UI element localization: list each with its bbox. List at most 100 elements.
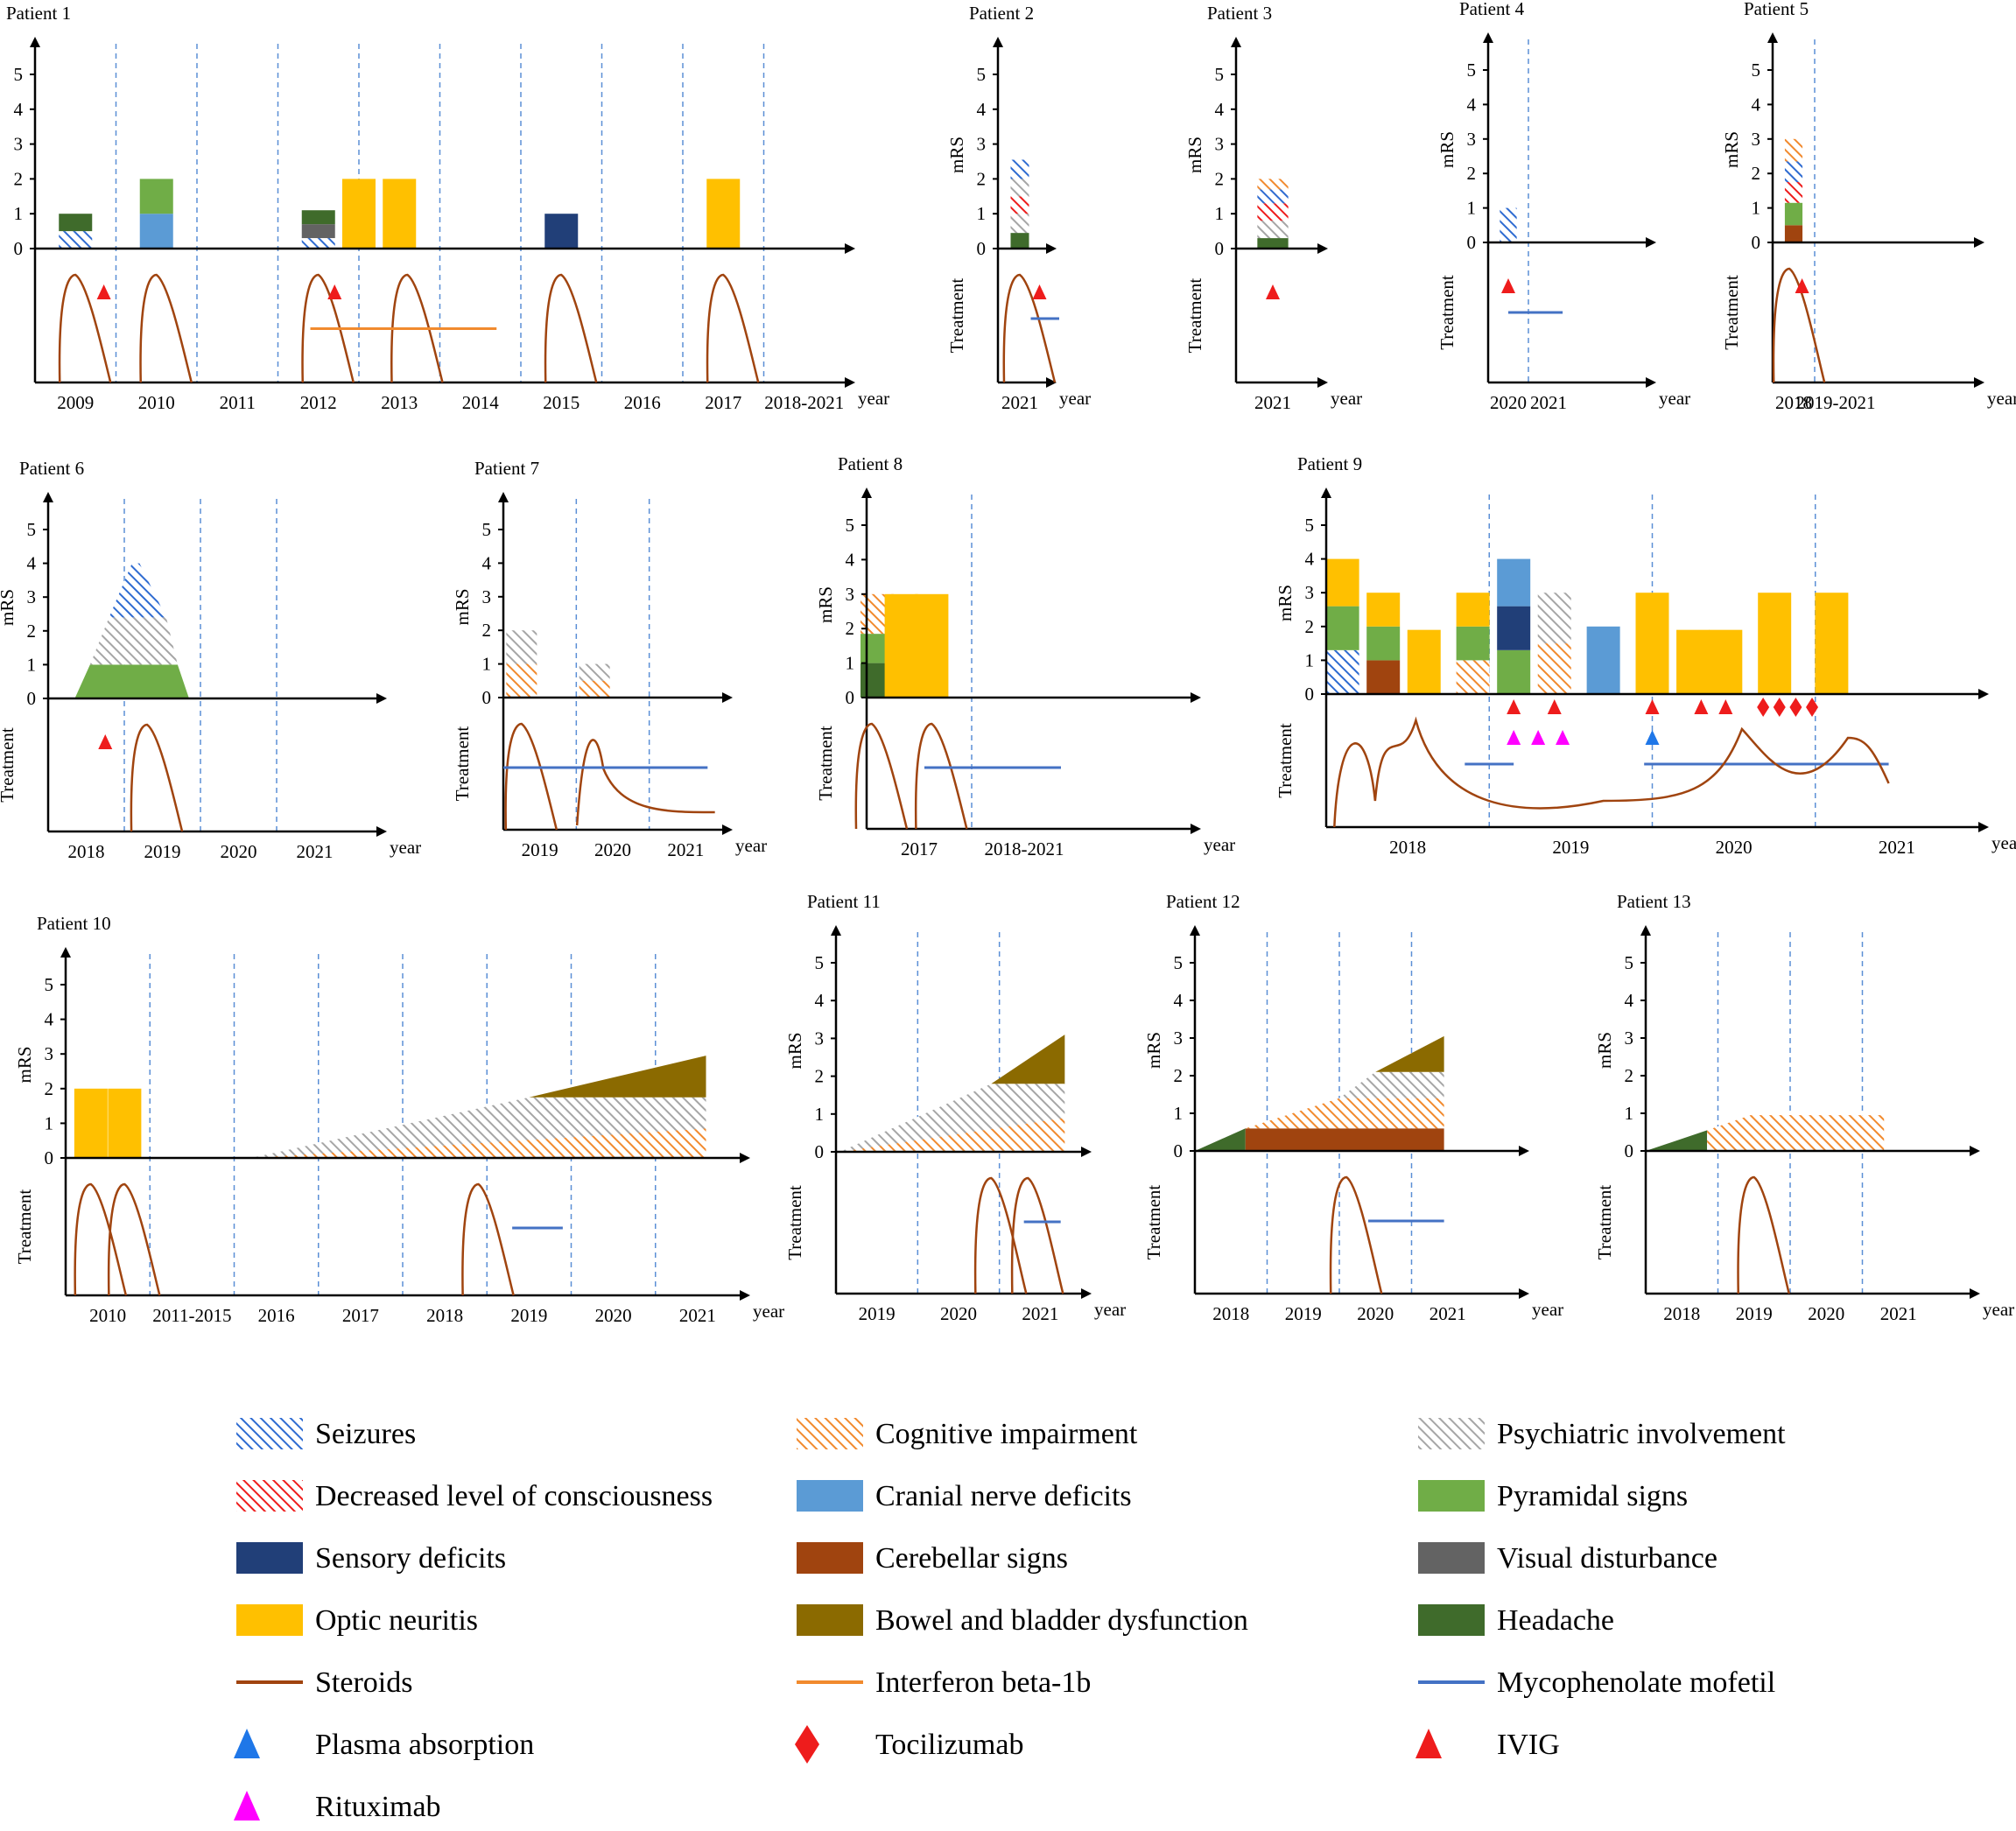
area-psychiatric bbox=[1339, 1071, 1444, 1098]
y-tick-label: 1 bbox=[846, 653, 855, 674]
legend-label: Rituximab bbox=[315, 1791, 441, 1823]
area-headache bbox=[1195, 1128, 1246, 1151]
legend-swatch bbox=[1418, 1604, 1485, 1636]
bar-segment-optic bbox=[1676, 629, 1710, 694]
y-tick-label: 5 bbox=[45, 974, 54, 995]
y-tick-label: 3 bbox=[27, 586, 37, 607]
period-label: 2019 bbox=[1552, 837, 1589, 858]
mrs-axis-label: mRS bbox=[1721, 131, 1742, 168]
steroid-taper bbox=[575, 739, 715, 826]
bar-segment-cognitive bbox=[1257, 179, 1289, 190]
patient-7-panel: Patient 7 0 1 2 3 4 5 mRS Treatment 2019 2020 2021 y… bbox=[452, 458, 767, 860]
y-tick-label: 2 bbox=[14, 168, 24, 189]
y-tick-label: 0 bbox=[1752, 232, 1761, 253]
year-label: year bbox=[1659, 388, 1690, 409]
treatment-axis-label: Treatment bbox=[14, 1189, 35, 1265]
legend-label: Interferon beta-1b bbox=[875, 1666, 1091, 1699]
y-tick-label: 5 bbox=[482, 519, 492, 540]
y-tick-label: 0 bbox=[1215, 238, 1225, 259]
legend-label: Tocilizumab bbox=[875, 1729, 1023, 1761]
y-tick-label: 2 bbox=[1305, 616, 1315, 637]
period-label: 2021 bbox=[1429, 1303, 1466, 1324]
legend-label: Headache bbox=[1497, 1604, 1614, 1637]
ivig-marker bbox=[1795, 278, 1809, 293]
patient-6-title: Patient 6 bbox=[19, 458, 84, 479]
bar-segment-pyramidal bbox=[1325, 606, 1359, 650]
mrs-axis-label: mRS bbox=[0, 137, 4, 173]
axis-arrow bbox=[1767, 32, 1778, 43]
ivig-marker bbox=[327, 284, 342, 299]
steroid-pulse bbox=[1772, 267, 1826, 383]
legend-swatch bbox=[795, 1725, 819, 1764]
bar-segment-optic bbox=[342, 179, 376, 249]
legend-swatch bbox=[1418, 1542, 1485, 1574]
ivig-marker bbox=[1032, 284, 1047, 299]
patient-3-title: Patient 3 bbox=[1207, 3, 1272, 24]
y-tick-label: 2 bbox=[1467, 163, 1477, 184]
legend-item-plasma: Plasma absorption bbox=[234, 1729, 534, 1761]
rituximab-marker bbox=[1531, 730, 1546, 745]
steroid-pulse bbox=[1002, 273, 1057, 383]
y-tick-label: 1 bbox=[1467, 198, 1477, 219]
legend-item-optic: Optic neuritis bbox=[236, 1604, 478, 1637]
axis-arrow bbox=[1321, 488, 1331, 498]
treatment-axis-label: Treatment bbox=[1721, 275, 1742, 350]
bar-segment-cranial bbox=[139, 214, 173, 249]
bar-segment-optic bbox=[108, 1088, 142, 1158]
y-tick-label: 4 bbox=[1625, 990, 1634, 1011]
bar-segment-seizures bbox=[301, 238, 335, 249]
legend-swatch bbox=[236, 1604, 303, 1636]
bar-segment-psychiatric bbox=[1537, 593, 1571, 644]
bar-segment-optic bbox=[74, 1088, 108, 1158]
bar-segment-consciousness bbox=[1010, 196, 1029, 214]
period-label: 2014 bbox=[462, 392, 500, 413]
steroid-pulse bbox=[139, 273, 193, 383]
legend-swatch bbox=[236, 1542, 303, 1574]
axis-arrow bbox=[1974, 377, 1984, 388]
y-tick-label: 1 bbox=[1625, 1103, 1634, 1124]
period-label: 2020 bbox=[1490, 392, 1527, 413]
period-label: 2021 bbox=[1530, 392, 1567, 413]
bar-segment-optic bbox=[706, 179, 741, 249]
bar-segment-headache bbox=[1010, 233, 1029, 249]
year-label: year bbox=[858, 388, 889, 409]
period-label: 2020 bbox=[1357, 1303, 1394, 1324]
period-label: 2021 bbox=[297, 841, 334, 862]
mrs-axis-label: mRS bbox=[1275, 585, 1296, 621]
period-label: 2012 bbox=[300, 392, 337, 413]
y-tick-label: 0 bbox=[1305, 684, 1315, 705]
steroid-pulse bbox=[544, 273, 598, 383]
treatment-axis-label: Treatment bbox=[946, 278, 967, 354]
axis-arrow bbox=[1519, 1288, 1529, 1299]
axis-arrow bbox=[1978, 822, 1989, 832]
y-tick-label: 0 bbox=[45, 1147, 54, 1168]
bar-segment-pyramidal bbox=[1497, 649, 1531, 694]
period-label: 2018 bbox=[68, 841, 105, 862]
axis-arrow bbox=[1317, 377, 1328, 388]
legend-label: Cerebellar signs bbox=[875, 1542, 1068, 1575]
period-label: 2018-2021 bbox=[764, 392, 844, 413]
steroid-pulse bbox=[390, 273, 444, 383]
legend-label: Visual disturbance bbox=[1497, 1542, 1717, 1575]
area-psychiatric bbox=[250, 1097, 706, 1158]
y-tick-label: 4 bbox=[1174, 990, 1184, 1011]
bar-segment-optic bbox=[1815, 593, 1849, 694]
legend-label: Bowel and bladder dysfunction bbox=[875, 1604, 1248, 1637]
bar-segment-sensory bbox=[1497, 606, 1531, 650]
axis-arrow bbox=[1081, 1147, 1092, 1157]
mrs-axis-label: mRS bbox=[946, 137, 967, 173]
y-tick-label: 3 bbox=[1467, 129, 1477, 150]
y-tick-label: 3 bbox=[1305, 582, 1315, 603]
axis-arrow bbox=[1519, 1146, 1529, 1156]
bar-segment-optic bbox=[1366, 593, 1401, 627]
legend-swatch bbox=[1418, 1480, 1485, 1512]
year-label: year bbox=[390, 837, 421, 858]
treatment-axis-label: Treatment bbox=[1184, 278, 1205, 354]
y-tick-label: 5 bbox=[1215, 64, 1225, 85]
period-label: 2021 bbox=[1001, 392, 1038, 413]
y-tick-label: 5 bbox=[846, 515, 855, 536]
rituximab-marker bbox=[1556, 730, 1570, 745]
axis-arrow bbox=[60, 947, 71, 958]
axis-arrow bbox=[831, 925, 841, 936]
